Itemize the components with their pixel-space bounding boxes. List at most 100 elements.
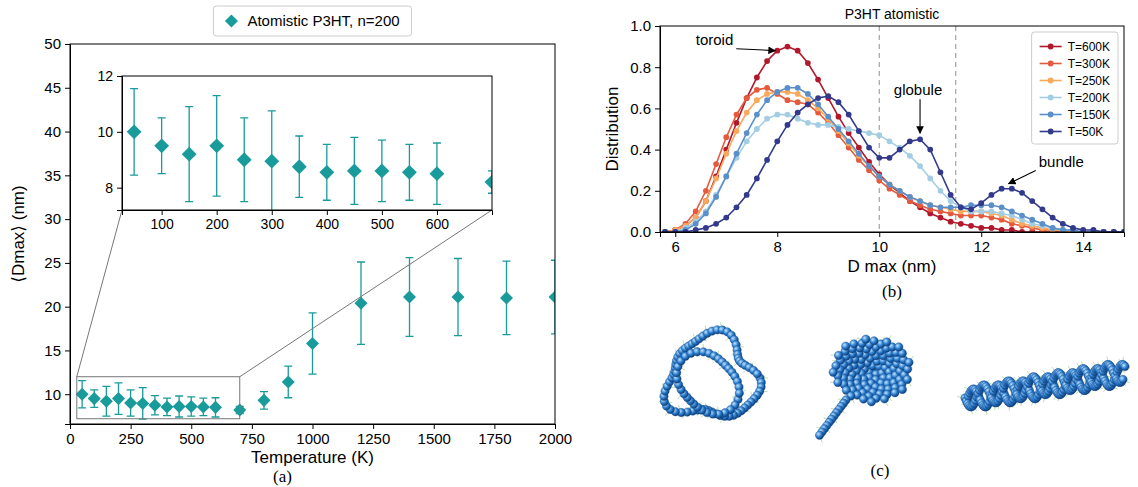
tick: 25 — [44, 254, 70, 271]
point — [978, 209, 984, 215]
point — [734, 151, 740, 157]
tick: 400 — [316, 210, 340, 232]
tick: 45 — [44, 79, 70, 96]
x-axis: 025050075010001250150017502000 — [66, 424, 572, 447]
point — [856, 128, 862, 134]
point — [754, 87, 760, 93]
point — [319, 165, 334, 180]
bead — [867, 398, 875, 406]
tick-mark — [777, 232, 778, 237]
legend-marker — [1048, 44, 1054, 50]
tick-mark — [655, 108, 660, 109]
chart-title: P3HT atomistic — [845, 6, 940, 22]
legend-label: T=250K — [1068, 74, 1110, 88]
point — [795, 99, 801, 105]
legend: Atomistic P3HT, n=200 — [213, 6, 411, 36]
point — [374, 164, 389, 179]
point — [403, 291, 416, 304]
tick: 1.0 — [630, 17, 660, 34]
legend-marker — [225, 14, 238, 27]
point — [306, 337, 319, 350]
tick: 50 — [44, 35, 70, 52]
bead — [895, 343, 903, 351]
point — [989, 202, 995, 208]
tick-mark — [655, 67, 660, 68]
tick: 500 — [179, 424, 204, 447]
tick-label: 200 — [206, 216, 230, 232]
panel-caption: (a) — [273, 467, 292, 486]
tick-mark — [117, 132, 122, 133]
point — [999, 227, 1005, 232]
zoom-line — [240, 210, 492, 377]
point — [1060, 227, 1066, 232]
point — [978, 200, 984, 206]
point — [805, 101, 811, 107]
legend: T=600KT=300KT=250KT=200KT=150KT=50K — [1032, 32, 1118, 144]
point — [693, 221, 699, 227]
point — [1019, 213, 1025, 219]
point — [1050, 225, 1056, 231]
point — [774, 138, 780, 144]
point — [1029, 217, 1035, 223]
point — [237, 152, 252, 167]
point — [764, 116, 770, 122]
tick-label: 750 — [240, 430, 265, 447]
point — [173, 400, 186, 413]
point — [917, 163, 923, 169]
bead — [753, 370, 761, 378]
point — [124, 396, 137, 409]
plot-frame — [70, 44, 555, 424]
bead — [834, 378, 842, 386]
point — [112, 392, 125, 405]
tick-mark — [1083, 232, 1084, 237]
point — [795, 91, 801, 97]
tick-mark — [655, 26, 660, 27]
tick-label: 600 — [426, 216, 450, 232]
tick: 10 — [97, 124, 122, 140]
annotation-arrow — [1009, 171, 1036, 184]
point — [264, 154, 279, 169]
point — [989, 192, 995, 198]
point — [856, 151, 862, 157]
point — [836, 99, 842, 105]
point — [754, 75, 760, 81]
axis-line — [661, 233, 1125, 238]
point — [1060, 227, 1066, 232]
point — [723, 134, 729, 140]
inset: 10020030040050060081012 — [97, 68, 499, 232]
tick-mark — [494, 424, 495, 429]
tick: 35 — [44, 167, 70, 184]
bead — [735, 389, 743, 397]
tick: 20 — [44, 298, 70, 315]
tick-mark — [217, 210, 218, 215]
bead — [880, 395, 888, 403]
tick-label: 1000 — [296, 430, 329, 447]
tick-label: 10 — [871, 238, 888, 255]
point — [774, 112, 780, 118]
tick-mark — [65, 44, 70, 45]
point — [815, 77, 821, 83]
tick-mark — [434, 424, 435, 429]
point — [846, 112, 852, 118]
point — [754, 176, 760, 182]
point — [825, 93, 831, 99]
tick-label: 300 — [261, 216, 285, 232]
tick: 0.2 — [630, 182, 660, 199]
tick-label: 0.8 — [630, 58, 651, 75]
tick-label: 400 — [316, 216, 340, 232]
point — [734, 204, 740, 210]
side-chains — [659, 322, 1130, 442]
point — [764, 91, 770, 97]
point — [703, 225, 709, 231]
tick: 0.0 — [630, 223, 660, 240]
tick-mark — [555, 424, 556, 429]
point — [1009, 209, 1015, 215]
point — [182, 147, 197, 162]
point — [887, 138, 893, 144]
tick: 200 — [206, 210, 230, 232]
point — [989, 225, 995, 231]
point — [703, 211, 709, 217]
bead — [834, 351, 842, 359]
bead — [870, 337, 878, 345]
point — [958, 204, 964, 210]
